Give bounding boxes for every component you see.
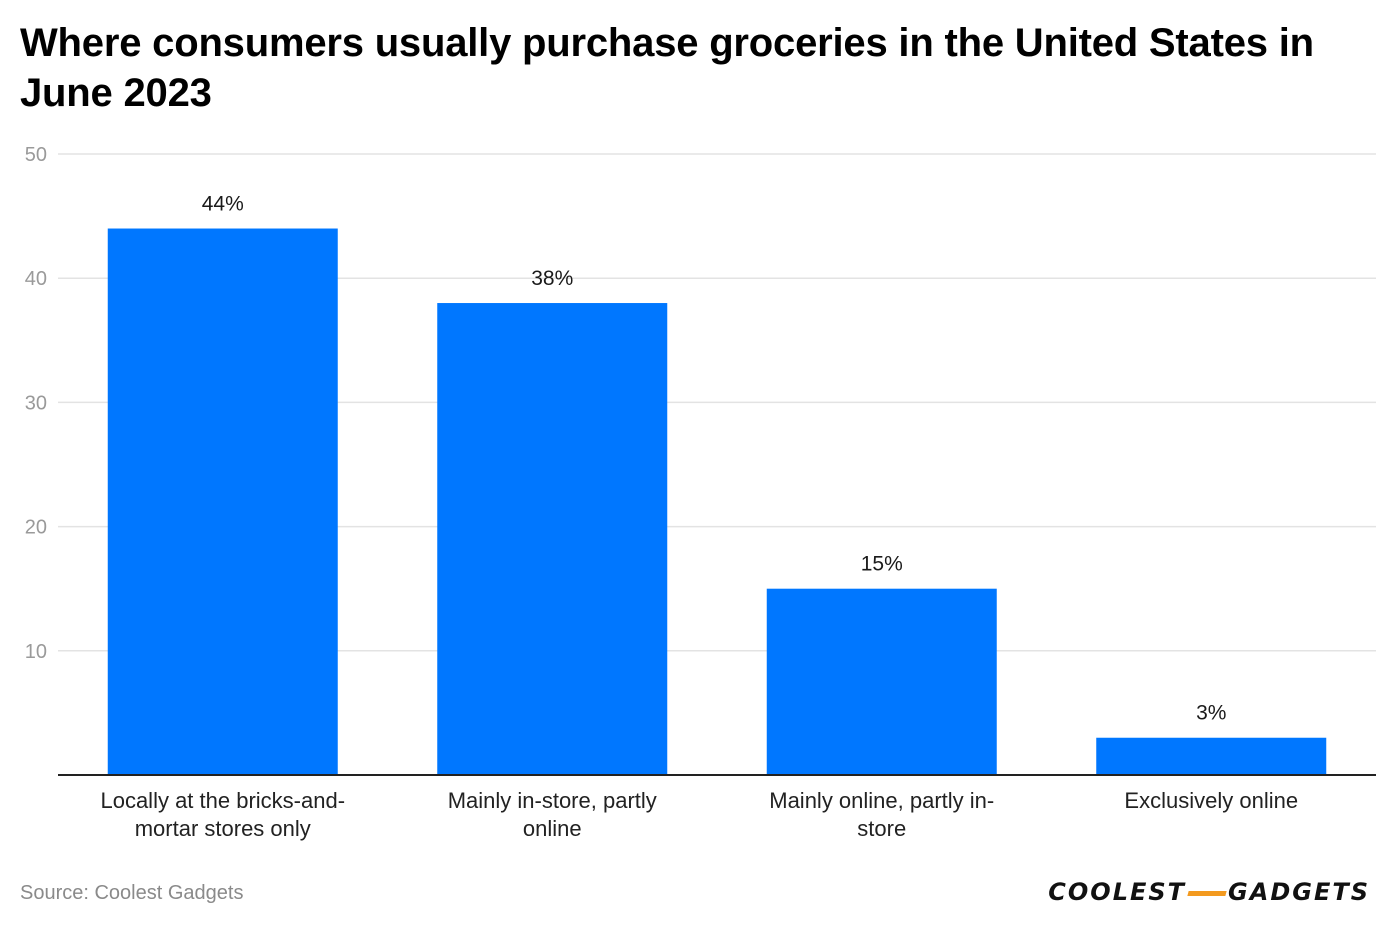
bar — [1096, 737, 1327, 775]
x-tick-label: Mainly in-store, partly online — [448, 788, 657, 841]
y-tick-label: 20 — [25, 517, 47, 539]
y-tick-label: 40 — [25, 268, 47, 290]
x-tick-label-line: Locally at the bricks-and- — [100, 788, 345, 813]
y-tick-label: 30 — [25, 392, 47, 414]
x-tick-label-line: mortar stores only — [135, 816, 311, 841]
data-label: 3% — [1196, 702, 1226, 725]
chart-title: Where consumers usually purchase groceri… — [20, 21, 1314, 115]
bar — [437, 303, 668, 775]
bar — [107, 228, 338, 775]
logo-text-left: COOLEST — [1048, 878, 1187, 906]
x-tick-label: Mainly online, partly in-store — [769, 788, 994, 841]
logo-dash — [1187, 890, 1227, 896]
x-tick-label-line: store — [857, 816, 906, 841]
brand-logo: COOLEST GADGETS — [1048, 878, 1370, 906]
logo-text-right: GADGETS — [1228, 878, 1370, 906]
bar — [766, 588, 997, 775]
y-tick-label: 10 — [25, 641, 47, 663]
data-label: 38% — [531, 267, 573, 290]
x-tick-label: Exclusively online — [1124, 788, 1298, 813]
source-note: Source: Coolest Gadgets — [20, 882, 244, 904]
x-tick-label-line: Mainly online, partly in- — [769, 788, 994, 813]
x-tick-label: Locally at the bricks-and-mortar stores … — [100, 788, 345, 841]
data-label: 44% — [202, 193, 244, 216]
x-tick-label-line: Exclusively online — [1124, 788, 1298, 813]
y-tick-label: 50 — [25, 144, 47, 166]
x-tick-label-line: online — [523, 816, 582, 841]
x-tick-label-line: Mainly in-store, partly — [448, 788, 657, 813]
data-label: 15% — [861, 553, 903, 576]
